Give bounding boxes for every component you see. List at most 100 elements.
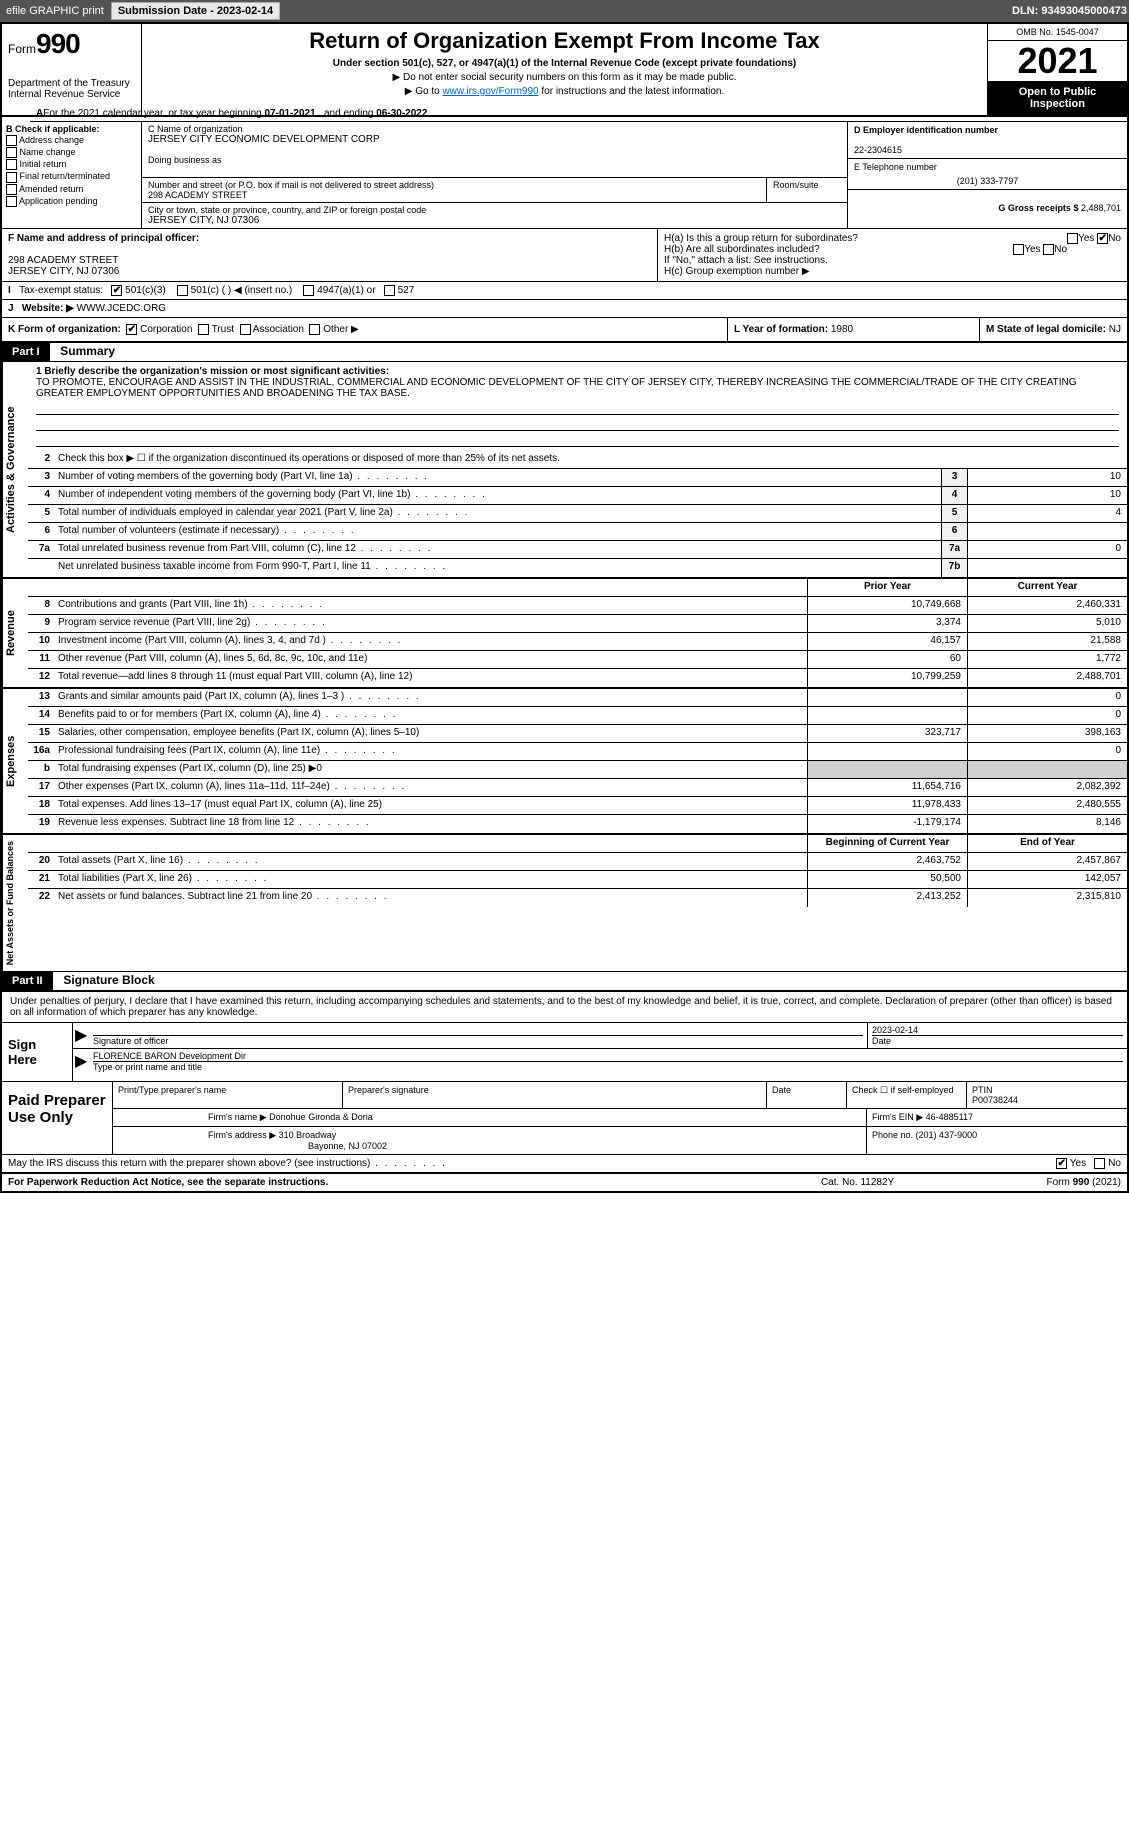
ha-line: H(a) Is this a group return for subordin…: [664, 233, 1121, 244]
form-subtitle: Under section 501(c), 527, or 4947(a)(1)…: [150, 58, 979, 69]
paid-preparer-label: Paid Preparer Use Only: [2, 1082, 112, 1154]
form-of-org: K Form of organization: Corporation Trus…: [2, 318, 727, 341]
tax-year: 2021: [988, 41, 1127, 81]
side-revenue: Revenue: [2, 579, 28, 687]
val-7b: [967, 559, 1127, 577]
line-7a: Total unrelated business revenue from Pa…: [54, 541, 941, 558]
cb-discuss-no[interactable]: [1094, 1158, 1105, 1169]
cb-501c3[interactable]: [111, 285, 122, 296]
val-7a: 0: [967, 541, 1127, 558]
form-number: Form990: [8, 28, 135, 60]
ptin-cell: PTINP00738244: [967, 1082, 1127, 1108]
room-suite: Room/suite: [767, 178, 847, 202]
cb-final-return[interactable]: Final return/terminated: [6, 171, 137, 182]
cb-initial-return[interactable]: Initial return: [6, 159, 137, 170]
gross-receipts: G Gross receipts $ 2,488,701: [848, 190, 1127, 216]
hdr-current-year: Current Year: [967, 579, 1127, 596]
org-name-block: C Name of organization JERSEY CITY ECONO…: [142, 122, 847, 178]
paperwork-notice: For Paperwork Reduction Act Notice, see …: [8, 1177, 821, 1188]
line-12: Total revenue—add lines 8 through 11 (mu…: [54, 669, 807, 687]
line-7b: Net unrelated business taxable income fr…: [54, 559, 941, 577]
street-address: 298 ACADEMY STREET: [148, 190, 760, 200]
revenue-section: Revenue Prior YearCurrent Year 8Contribu…: [2, 579, 1127, 689]
col-b-checkboxes: B Check if applicable: Address change Na…: [2, 122, 142, 228]
goto-link-line: ▶ Go to www.irs.gov/Form990 for instruct…: [150, 86, 979, 97]
line-13: Grants and similar amounts paid (Part IX…: [54, 689, 807, 706]
group-return-block: H(a) Is this a group return for subordin…: [657, 229, 1127, 281]
cb-527[interactable]: [384, 285, 395, 296]
cb-discuss-yes[interactable]: [1056, 1158, 1067, 1169]
cb-trust[interactable]: [198, 324, 209, 335]
line-10: Investment income (Part VIII, column (A)…: [54, 633, 807, 650]
header-left: Form990 Department of the Treasury Inter…: [2, 24, 142, 115]
ein-value: 22-2304615: [854, 145, 902, 155]
hdr-end-year: End of Year: [967, 835, 1127, 852]
submission-date-button[interactable]: Submission Date - 2023-02-14: [111, 2, 280, 20]
principal-officer: F Name and address of principal officer:…: [2, 229, 657, 281]
dln-value: DLN: 93493045000473: [1012, 5, 1127, 17]
line-14: Benefits paid to or for members (Part IX…: [54, 707, 807, 724]
form-header: Form990 Department of the Treasury Inter…: [2, 24, 1127, 117]
cb-4947[interactable]: [303, 285, 314, 296]
cb-amended[interactable]: Amended return: [6, 184, 137, 195]
line-19: Revenue less expenses. Subtract line 18 …: [54, 815, 807, 833]
part1-header: Part I Summary: [2, 343, 1127, 362]
col-b-header: B Check if applicable:: [6, 124, 137, 134]
ssn-warning: ▶ Do not enter social security numbers o…: [150, 72, 979, 83]
cb-501c[interactable]: [177, 285, 188, 296]
mission-block: 1 Briefly describe the organization's mi…: [28, 362, 1127, 451]
line-21: Total liabilities (Part X, line 26): [54, 871, 807, 888]
val-4: 10: [967, 487, 1127, 504]
cat-no: Cat. No. 11282Y: [821, 1177, 961, 1188]
cb-address-change[interactable]: Address change: [6, 135, 137, 146]
signature-line: Signature of officer: [89, 1023, 867, 1048]
mission-text: TO PROMOTE, ENCOURAGE AND ASSIST IN THE …: [36, 377, 1077, 399]
line-11: Other revenue (Part VIII, column (A), li…: [54, 651, 807, 668]
row-i-tax-status: I Tax-exempt status: 501(c)(3) 501(c) ( …: [2, 282, 1127, 300]
firm-name-row: Firm's name ▶ Donohue Gironda & Doria: [203, 1109, 867, 1126]
prep-name-hdr: Print/Type preparer's name: [113, 1082, 343, 1108]
cb-name-change[interactable]: Name change: [6, 147, 137, 158]
firm-ein: Firm's EIN ▶ 46-4885117: [867, 1109, 1127, 1126]
telephone-value: (201) 333-7797: [854, 176, 1121, 186]
cb-other[interactable]: [309, 324, 320, 335]
cb-assoc[interactable]: [240, 324, 251, 335]
hc-line: H(c) Group exemption number ▶: [664, 266, 1121, 277]
omb-number: OMB No. 1545-0047: [988, 24, 1127, 41]
col-c: C Name of organization JERSEY CITY ECONO…: [142, 122, 847, 228]
efile-label: efile GRAPHIC print: [6, 5, 104, 17]
discuss-row: May the IRS discuss this return with the…: [2, 1155, 1127, 1174]
line-16a: Professional fundraising fees (Part IX, …: [54, 743, 807, 760]
paid-preparer-block: Paid Preparer Use Only Print/Type prepar…: [2, 1081, 1127, 1155]
cb-corp[interactable]: [126, 324, 137, 335]
cb-app-pending[interactable]: Application pending: [6, 196, 137, 207]
row-bcd: B Check if applicable: Address change Na…: [2, 122, 1127, 229]
irs-link[interactable]: www.irs.gov/Form990: [442, 86, 538, 97]
row-f-h: F Name and address of principal officer:…: [2, 229, 1127, 282]
hdr-beg-year: Beginning of Current Year: [807, 835, 967, 852]
line-16b: Total fundraising expenses (Part IX, col…: [54, 761, 807, 778]
signature-block: Under penalties of perjury, I declare th…: [2, 990, 1127, 1191]
dept-label: Department of the Treasury: [8, 78, 135, 89]
city-value: JERSEY CITY, NJ 07306: [148, 215, 841, 226]
street-block: Number and street (or P.O. box if mail i…: [142, 178, 767, 202]
header-right: OMB No. 1545-0047 2021 Open to Public In…: [987, 24, 1127, 115]
perjury-statement: Under penalties of perjury, I declare th…: [2, 992, 1127, 1022]
val-3: 10: [967, 469, 1127, 486]
part2-header: Part II Signature Block: [2, 972, 1127, 990]
expenses-section: Expenses 13Grants and similar amounts pa…: [2, 689, 1127, 835]
side-expenses: Expenses: [2, 689, 28, 833]
officer-name: FLORENCE BARON Development DirType or pr…: [89, 1049, 1127, 1074]
line-4: Number of independent voting members of …: [54, 487, 941, 504]
side-net-assets: Net Assets or Fund Balances: [2, 835, 28, 971]
state-domicile: M State of legal domicile: NJ: [980, 318, 1127, 341]
row-k: K Form of organization: Corporation Trus…: [2, 318, 1127, 343]
line-2: Check this box ▶ ☐ if the organization d…: [54, 451, 1127, 468]
topbar: efile GRAPHIC print Submission Date - 20…: [0, 0, 1129, 22]
firm-phone: Phone no. (201) 437-9000: [867, 1127, 1127, 1154]
form-container: Form990 Department of the Treasury Inter…: [0, 22, 1129, 1193]
city-block: City or town, state or province, country…: [142, 203, 847, 228]
line-17: Other expenses (Part IX, column (A), lin…: [54, 779, 807, 796]
line-20: Total assets (Part X, line 16): [54, 853, 807, 870]
line-15: Salaries, other compensation, employee b…: [54, 725, 807, 742]
